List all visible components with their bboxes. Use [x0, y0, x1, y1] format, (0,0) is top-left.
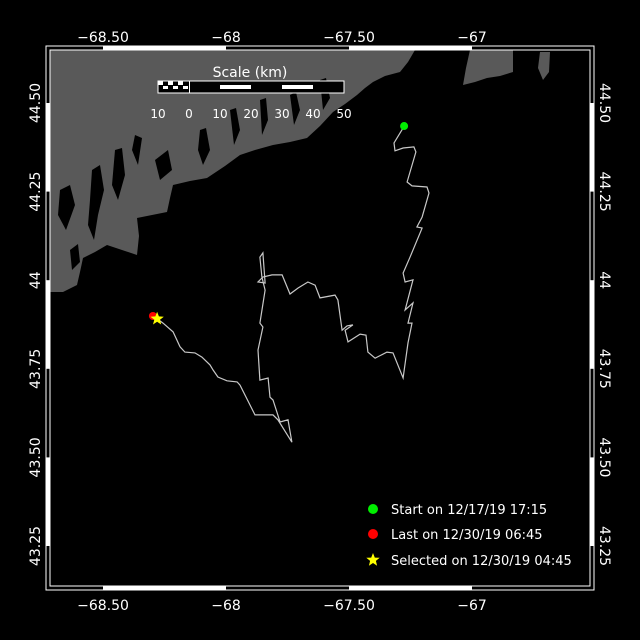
lon-label-top: −68 [211, 30, 241, 46]
selected-star-icon [366, 553, 380, 566]
lat-label-right: 44.25 [596, 172, 612, 212]
frame-band [349, 46, 472, 50]
lon-label-bottom: −67 [457, 598, 487, 614]
lat-label-left: 44 [28, 271, 44, 289]
frame-band [103, 586, 226, 590]
scale-bar: Scale (km) 10 0 10 20 30 40 50 [150, 65, 351, 121]
lat-label-right: 43.25 [596, 526, 612, 566]
map-frame [45, 45, 595, 591]
lat-label-left: 43.75 [28, 349, 44, 389]
frame-band [46, 103, 50, 192]
lat-label-right: 43.75 [596, 349, 612, 389]
legend: Start on 12/17/19 17:15 Last on 12/30/19… [366, 503, 572, 569]
frame-band [590, 457, 594, 546]
lat-label-right: 44.50 [596, 83, 612, 123]
scale-label: 50 [336, 107, 351, 121]
lon-label-top: −68.50 [77, 30, 129, 46]
lon-label-top: −67 [457, 30, 487, 46]
legend-start: Start on 12/17/19 17:15 [391, 503, 547, 518]
lon-label-bottom: −67.50 [323, 598, 375, 614]
scale-title: Scale (km) [213, 65, 288, 81]
lat-label-left: 44.50 [28, 83, 44, 123]
lat-label-right: 44 [596, 271, 612, 289]
frame-band [590, 280, 594, 369]
frame-band [103, 46, 226, 50]
start-marker-icon [368, 504, 378, 514]
lon-label-bottom: −68 [211, 598, 241, 614]
lat-label-left: 43.50 [28, 437, 44, 477]
legend-last: Last on 12/30/19 06:45 [391, 528, 543, 543]
selected-marker [150, 311, 164, 325]
scale-label: 0 [185, 107, 193, 121]
frame-band [590, 103, 594, 192]
frame-band [349, 586, 472, 590]
frame-band [46, 280, 50, 369]
scale-label: 20 [243, 107, 258, 121]
lon-label-top: −67.50 [323, 30, 375, 46]
drifter-track [152, 125, 430, 443]
scale-label: 10 [150, 107, 165, 121]
scale-label: 40 [305, 107, 320, 121]
lat-label-right: 43.50 [596, 437, 612, 477]
legend-selected: Selected on 12/30/19 04:45 [391, 554, 572, 569]
start-marker [400, 122, 409, 131]
lon-label-bottom: −68.50 [77, 598, 129, 614]
lat-label-left: 44.25 [28, 172, 44, 212]
scale-label: 10 [212, 107, 227, 121]
last-marker-icon [368, 529, 378, 539]
lat-label-left: 43.25 [28, 526, 44, 566]
scale-label: 30 [274, 107, 289, 121]
frame-band [46, 457, 50, 546]
axis-labels: −68.50 −68.50 −68 −68 −67.50 −67.50 −67 −67 44.5… [28, 30, 612, 614]
